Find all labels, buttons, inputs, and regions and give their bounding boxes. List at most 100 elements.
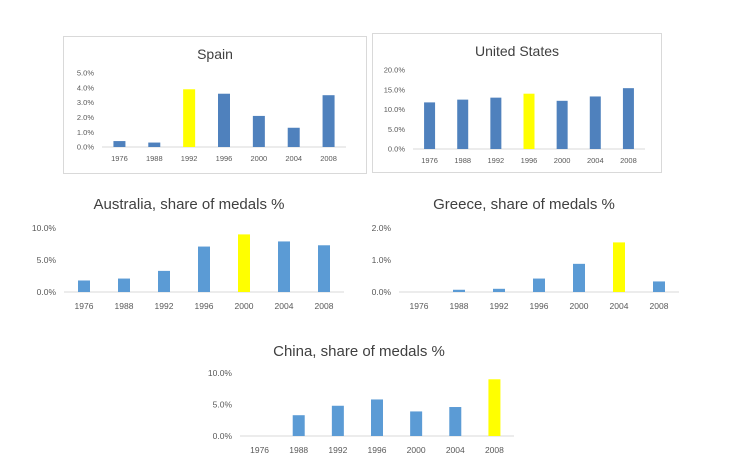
chart-panel-china: China, share of medals % 0.0% 5.0% 10.0% 19… <box>198 339 520 463</box>
bar <box>371 399 383 436</box>
x-tick-label: 1992 <box>328 445 347 455</box>
y-tick-label: 0.0% <box>213 431 233 441</box>
bar <box>292 415 305 436</box>
y-tick-label: 5.0% <box>388 125 405 134</box>
x-tick-label: 1988 <box>454 156 471 165</box>
x-tick-label: 1988 <box>115 301 134 311</box>
y-tick-label: 1.0% <box>372 255 392 265</box>
chart-title: Australia, share of medals % <box>93 196 285 213</box>
bar <box>252 115 265 147</box>
x-tick-label: 2000 <box>251 154 268 163</box>
x-tick-label: 2000 <box>570 301 589 311</box>
x-tick-label: 2000 <box>554 156 571 165</box>
bar <box>278 241 290 292</box>
x-tick-label: 1976 <box>421 156 438 165</box>
y-tick-label: 0.0% <box>37 287 57 297</box>
chart-plot-spain: 0.0% 1.0% 2.0% 3.0% 4.0% 5.0% 1976 1988 1992 1996… <box>77 69 346 163</box>
x-tick-label: 2000 <box>407 445 426 455</box>
chart-panel-united-states: United States 0.0% 5.0% 10.0% 15.0% 20.0% 197… <box>372 33 662 173</box>
x-tick-label: 1988 <box>450 301 469 311</box>
bar <box>622 88 634 149</box>
bar <box>331 405 344 436</box>
bar <box>589 96 601 149</box>
bar <box>287 127 300 147</box>
bar <box>322 95 335 147</box>
y-tick-label: 5.0% <box>77 69 94 78</box>
chart-plot-greece: 0.0% 1.0% 2.0% 1976 1988 1992 1996 2000 2004 2008 <box>372 223 679 311</box>
x-tick-label: 1996 <box>530 301 549 311</box>
x-tick-label: 1988 <box>289 445 308 455</box>
x-tick-label: 2008 <box>315 301 334 311</box>
x-tick-label: 1976 <box>111 154 128 163</box>
bar <box>457 99 469 149</box>
y-tick-label: 0.0% <box>388 145 405 154</box>
y-tick-label: 5.0% <box>213 399 233 409</box>
bar <box>78 280 90 292</box>
chart-plot-china: 0.0% 5.0% 10.0% 1976 1988 1992 1996 2000 2004 200… <box>208 368 514 455</box>
bar <box>653 281 665 292</box>
y-tick-label: 0.0% <box>372 287 392 297</box>
y-tick-label: 15.0% <box>384 85 406 94</box>
y-tick-label: 1.0% <box>77 128 94 137</box>
x-tick-label: 1988 <box>146 154 163 163</box>
bar-highlight <box>183 89 196 147</box>
x-tick-label: 1976 <box>250 445 269 455</box>
chart-panel-greece: Greece, share of medals % 0.0% 1.0% 2.0% 19… <box>363 192 685 316</box>
chart-panel-australia: Australia, share of medals % 0.0% 5.0% 10.… <box>28 192 350 316</box>
y-tick-label: 10.0% <box>208 368 233 378</box>
bar-highlight <box>613 242 625 292</box>
y-tick-label: 4.0% <box>77 83 94 92</box>
x-tick-label: 2000 <box>235 301 254 311</box>
y-tick-label: 10.0% <box>32 223 57 233</box>
y-tick-label: 0.0% <box>77 143 94 152</box>
chart-title: United States <box>474 43 560 59</box>
x-tick-label: 1976 <box>410 301 429 311</box>
x-tick-label: 2008 <box>485 445 504 455</box>
y-tick-label: 2.0% <box>372 223 392 233</box>
y-tick-label: 10.0% <box>384 105 406 114</box>
y-tick-label: 5.0% <box>37 255 57 265</box>
bar <box>490 97 502 149</box>
x-tick-label: 1996 <box>195 301 214 311</box>
x-tick-label: 2004 <box>275 301 294 311</box>
x-tick-label: 2004 <box>285 154 302 163</box>
x-tick-label: 1996 <box>521 156 538 165</box>
bar <box>410 411 423 436</box>
bar <box>493 288 505 292</box>
y-tick-label: 2.0% <box>77 113 94 122</box>
bar-highlight <box>488 379 501 436</box>
x-tick-label: 2004 <box>587 156 604 165</box>
bar <box>198 246 210 292</box>
bar <box>556 100 568 149</box>
x-tick-label: 1992 <box>490 301 509 311</box>
bar <box>573 263 585 292</box>
chart-title: Spain <box>197 46 233 62</box>
x-tick-label: 2008 <box>650 301 669 311</box>
bar <box>158 270 170 292</box>
chart-plot-australia: 0.0% 5.0% 10.0% 1976 1988 1992 1996 2000 2004 200… <box>32 223 344 311</box>
y-tick-label: 20.0% <box>384 66 406 75</box>
bar <box>318 245 330 292</box>
x-tick-label: 1992 <box>488 156 505 165</box>
x-tick-label: 2004 <box>446 445 465 455</box>
x-tick-label: 1976 <box>75 301 94 311</box>
x-tick-label: 2008 <box>620 156 637 165</box>
bar <box>533 278 545 292</box>
chart-title: Greece, share of medals % <box>433 196 615 213</box>
x-tick-label: 1992 <box>181 154 198 163</box>
bar-highlight <box>523 93 535 149</box>
bar <box>449 407 462 436</box>
bar-highlight <box>238 234 250 292</box>
bar <box>424 102 436 149</box>
x-tick-label: 1992 <box>155 301 174 311</box>
bar <box>453 289 465 292</box>
chart-title: China, share of medals % <box>273 343 445 360</box>
x-tick-label: 2004 <box>610 301 629 311</box>
bar <box>218 93 230 147</box>
bar <box>148 142 161 147</box>
bar <box>113 141 126 147</box>
x-tick-label: 1996 <box>216 154 233 163</box>
x-tick-label: 1996 <box>368 445 387 455</box>
y-tick-label: 3.0% <box>77 98 94 107</box>
chart-panel-spain: Spain 0.0% 1.0% 2.0% 3.0% 4.0% 5.0% 1976 1988 19… <box>63 36 367 174</box>
